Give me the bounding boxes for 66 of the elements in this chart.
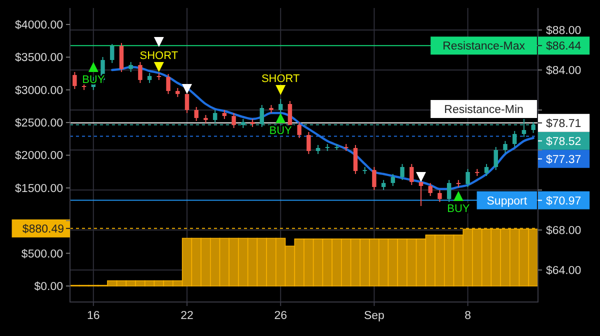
candlestick bbox=[446, 180, 452, 202]
y2-tick-label: $64.00 bbox=[546, 265, 582, 277]
candlestick bbox=[410, 164, 414, 186]
y2-tick-label: $70.97 bbox=[546, 195, 582, 208]
ref-line-label: Resistance-Max bbox=[442, 40, 526, 53]
candlestick bbox=[484, 164, 489, 176]
candlestick bbox=[372, 166, 376, 190]
x-tick-label: 16 bbox=[87, 310, 100, 322]
candlestick bbox=[194, 106, 198, 122]
point bbox=[182, 84, 192, 94]
candlestick bbox=[438, 190, 442, 202]
y2-tick-label: $68.00 bbox=[546, 225, 582, 237]
y-tick-label: $1500.00 bbox=[15, 182, 63, 195]
candlestick bbox=[119, 42, 124, 72]
candlestick bbox=[466, 168, 470, 188]
ref-line-label: Resistance-Min bbox=[444, 104, 524, 116]
candlestick bbox=[110, 44, 114, 64]
ref-line-label: Support bbox=[486, 195, 528, 208]
candlestick bbox=[147, 72, 152, 84]
candlestick bbox=[428, 182, 432, 196]
y-tick-label: $3500.00 bbox=[15, 52, 63, 64]
candlestick bbox=[353, 144, 358, 174]
ref-line-label: $78.52 bbox=[546, 136, 582, 148]
x-tick-label: 8 bbox=[464, 310, 472, 322]
candlestick bbox=[128, 62, 133, 72]
point bbox=[453, 191, 464, 201]
x-tick-label: 22 bbox=[180, 310, 194, 322]
y-tick-label: $4000.00 bbox=[15, 19, 63, 32]
candlestick bbox=[297, 122, 302, 138]
text: SHORT bbox=[261, 73, 300, 85]
y-tick-label: $0.00 bbox=[34, 280, 63, 293]
y-tick-label: $2000.00 bbox=[15, 150, 63, 162]
point bbox=[154, 37, 164, 47]
y-tick-label: $3000.00 bbox=[15, 84, 63, 97]
series-label: SHORT bbox=[140, 50, 178, 62]
text: BUY bbox=[269, 125, 292, 137]
y-tick-label: $2500.00 bbox=[15, 118, 63, 130]
point bbox=[88, 62, 98, 72]
x-tick-label: Sep bbox=[364, 310, 384, 322]
candlestick bbox=[278, 98, 283, 114]
candlestick bbox=[503, 140, 508, 154]
candlestick bbox=[138, 62, 142, 84]
candlestick bbox=[306, 132, 311, 154]
candlestick bbox=[184, 94, 190, 114]
point bbox=[276, 85, 286, 95]
point bbox=[276, 113, 286, 123]
text: BUY bbox=[447, 203, 470, 215]
ref-line-label: $77.37 bbox=[546, 154, 582, 166]
y2-tick-label: $84.00 bbox=[546, 65, 582, 77]
point bbox=[416, 172, 426, 182]
y-tick-label: $500.00 bbox=[21, 248, 63, 260]
candlestick bbox=[232, 112, 236, 128]
candlestick bbox=[390, 174, 396, 186]
y2-tick-label: $88.00 bbox=[546, 25, 582, 37]
candlestick bbox=[72, 72, 77, 90]
candlestick bbox=[418, 182, 424, 206]
point bbox=[154, 62, 164, 72]
y-tick-label: $880.49 bbox=[22, 223, 64, 236]
candlestick bbox=[166, 74, 170, 94]
candlestick bbox=[512, 130, 517, 148]
x-tick-label: 26 bbox=[274, 310, 287, 322]
y2-tick-label: $86.44 bbox=[546, 40, 582, 53]
candlestick bbox=[400, 164, 404, 180]
candlestick bbox=[381, 180, 386, 190]
y2-tick-label: $78.71 bbox=[546, 118, 582, 130]
candlestick bbox=[494, 146, 498, 170]
